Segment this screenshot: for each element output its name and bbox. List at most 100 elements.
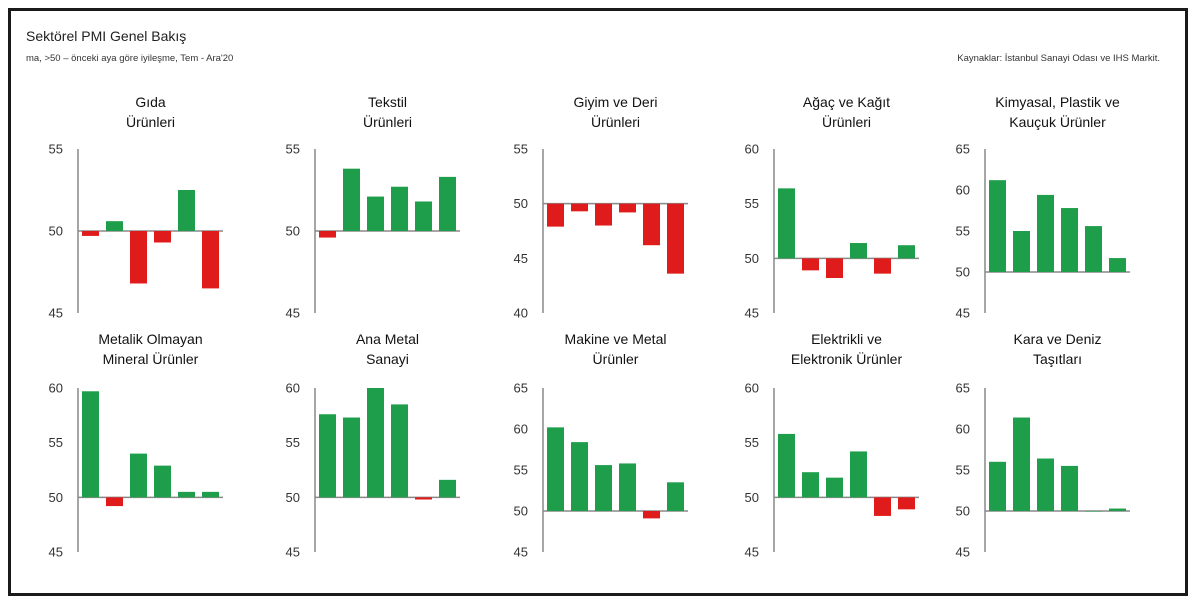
y-tick-label: 50 <box>49 224 63 239</box>
bar <box>202 231 219 289</box>
y-tick-label: 65 <box>956 142 970 157</box>
bar <box>1013 231 1030 272</box>
bar <box>202 491 219 498</box>
bar <box>367 196 384 231</box>
bar <box>319 231 336 238</box>
bar <box>571 442 588 511</box>
bar <box>989 180 1006 272</box>
bar <box>778 433 795 498</box>
bar <box>1109 508 1126 511</box>
bar <box>850 243 867 259</box>
bar <box>802 472 819 498</box>
figure-subtitle: ma, >50 – önceki aya göre iyileşme, Tem … <box>26 53 234 64</box>
y-tick-label: 45 <box>49 545 63 560</box>
y-tick-label: 60 <box>956 183 970 198</box>
y-tick-label: 55 <box>49 142 63 157</box>
panel-title-line: Ana Metal <box>356 331 419 347</box>
y-tick-label: 60 <box>286 381 300 396</box>
y-tick-label: 55 <box>514 463 528 478</box>
y-tick-label: 45 <box>514 545 528 560</box>
bar <box>874 258 891 274</box>
bar <box>154 465 171 498</box>
y-tick-label: 45 <box>286 306 300 321</box>
y-tick-label: 50 <box>514 504 528 519</box>
panel-title-line: Kauçuk Ürünler <box>1009 113 1106 130</box>
panel-8: Makine ve Metal Ürünler 45 50 55 60 65 <box>514 331 688 560</box>
panel-title-line: Sanayi <box>366 351 409 367</box>
bar <box>778 188 795 259</box>
bar <box>178 491 195 498</box>
panel-title-line: Makine ve Metal <box>565 331 667 347</box>
bar <box>1037 194 1054 272</box>
panel-title-line: Ürünler <box>593 350 639 367</box>
bar <box>391 186 408 231</box>
bar <box>547 203 564 227</box>
y-tick-label: 55 <box>49 435 63 450</box>
panel-title-line: Elektrikli ve <box>811 331 882 347</box>
bar <box>1037 458 1054 511</box>
y-tick-label: 45 <box>286 545 300 560</box>
bar <box>130 453 147 498</box>
panel-title-line: Metalik Olmayan <box>98 331 202 347</box>
panel-title-line: Ürünleri <box>822 113 871 130</box>
y-tick-label: 50 <box>956 265 970 280</box>
bar <box>439 176 456 231</box>
bar <box>619 203 636 213</box>
panel-10: Kara ve Deniz Taşıtları 45 50 55 60 65 <box>956 331 1130 560</box>
panel-3: Giyim ve Deri Ürünleri 40 45 50 55 <box>514 94 688 321</box>
bar <box>343 168 360 231</box>
bar <box>130 231 147 284</box>
panel-9: Elektrikli ve Elektronik Ürünler 45 50 55 60 <box>745 331 919 560</box>
y-tick-label: 55 <box>745 435 759 450</box>
bar <box>1085 226 1102 272</box>
panel-5: Kimyasal, Plastik ve Kauçuk Ürünler 45 50 55… <box>956 94 1130 321</box>
panel-title-line: Mineral Ürünler <box>103 350 199 367</box>
y-tick-label: 60 <box>956 422 970 437</box>
source-note: Kaynaklar: İstanbul Sanayi Odası ve IHS … <box>957 53 1160 64</box>
y-tick-label: 55 <box>286 142 300 157</box>
panel-2: Tekstil Ürünleri 45 50 55 <box>286 94 460 321</box>
bar <box>547 427 564 511</box>
bar <box>898 497 915 510</box>
bar <box>178 190 195 231</box>
bar <box>571 203 588 212</box>
bar <box>595 465 612 511</box>
panel-title-line: Giyim ve Deri <box>573 94 657 110</box>
figure-title: Sektörel PMI Genel Bakış <box>26 28 187 44</box>
bar <box>439 479 456 498</box>
panel-title-line: Kimyasal, Plastik ve <box>995 94 1120 110</box>
panel-title-line: Taşıtları <box>1033 351 1082 367</box>
bar <box>595 203 612 226</box>
y-tick-label: 60 <box>49 381 63 396</box>
bar <box>82 391 99 498</box>
y-tick-label: 45 <box>514 251 528 266</box>
bar <box>643 203 660 246</box>
y-tick-label: 45 <box>745 545 759 560</box>
panel-4: Ağaç ve Kağıt Ürünleri 45 50 55 60 <box>745 94 919 321</box>
y-tick-label: 60 <box>514 422 528 437</box>
bar <box>1013 417 1030 511</box>
bar <box>1061 465 1078 511</box>
y-tick-label: 50 <box>514 196 528 211</box>
y-tick-label: 45 <box>956 545 970 560</box>
panel-title-line: Tekstil <box>368 94 407 110</box>
bar <box>415 497 432 500</box>
y-tick-label: 55 <box>956 463 970 478</box>
y-tick-label: 45 <box>956 306 970 321</box>
panel-title-line: Ürünleri <box>126 113 175 130</box>
y-tick-label: 50 <box>745 490 759 505</box>
bar <box>643 511 660 519</box>
panel-title-line: Elektronik Ürünler <box>791 350 903 367</box>
bar <box>415 201 432 231</box>
bar <box>667 482 684 511</box>
y-tick-label: 65 <box>514 381 528 396</box>
bar <box>82 231 99 236</box>
bar <box>106 497 123 507</box>
bar <box>391 404 408 498</box>
bar <box>106 221 123 231</box>
panel-title-line: Ürünleri <box>363 113 412 130</box>
bar <box>874 497 891 516</box>
panel-title-line: Ürünleri <box>591 113 640 130</box>
bar <box>1061 208 1078 272</box>
bar <box>667 203 684 274</box>
